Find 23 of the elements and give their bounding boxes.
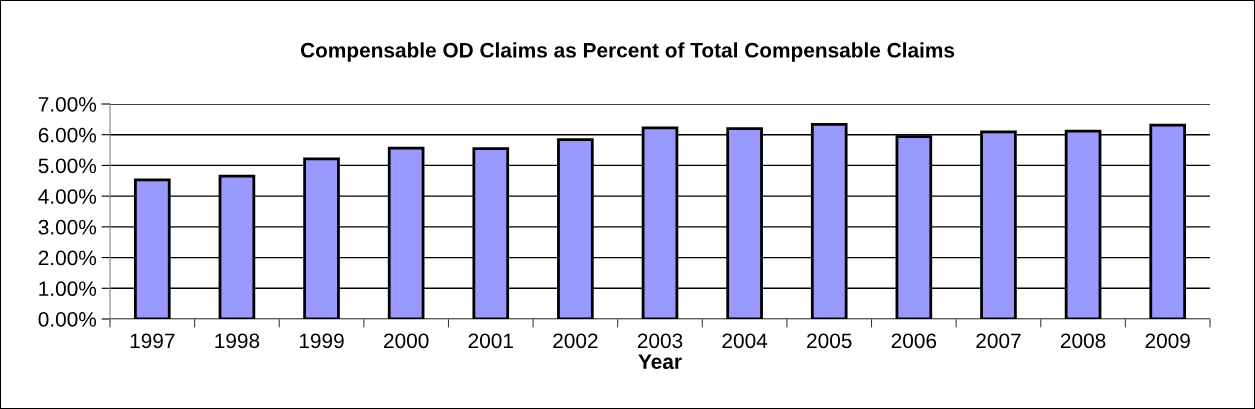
y-tick-label: 2.00% [38,250,97,266]
x-tick-label: 2007 [976,333,1021,349]
y-tick-label: 0.00% [38,312,97,327]
x-tick-label: 2001 [468,333,513,349]
x-axis-title: Year [638,354,682,369]
x-tick-label: 2003 [637,333,683,349]
y-tick-label: 5.00% [38,158,97,174]
y-tick-label: 4.00% [38,189,97,204]
x-tick-label: 2009 [1145,333,1190,349]
y-tick-label: 7.00% [38,97,97,112]
x-tick-label: 2004 [722,333,768,349]
x-tick-label: 2000 [384,333,429,349]
chart-title: Compensable OD Claims as Percent of Total Compensable Claims [300,42,955,62]
x-tick-label: 2005 [807,333,852,349]
x-tick-label: 1999 [299,333,344,349]
y-tick-label: 6.00% [38,127,97,143]
x-tick-label: 2006 [891,333,937,349]
x-tick-label: 2002 [553,333,598,349]
y-tick-label: 1.00% [39,281,97,297]
x-tick-label: 2008 [1060,333,1106,349]
y-tick-label: 3.00% [38,219,97,235]
x-tick-label: 1997 [130,333,175,349]
x-tick-label: 1998 [215,333,260,349]
